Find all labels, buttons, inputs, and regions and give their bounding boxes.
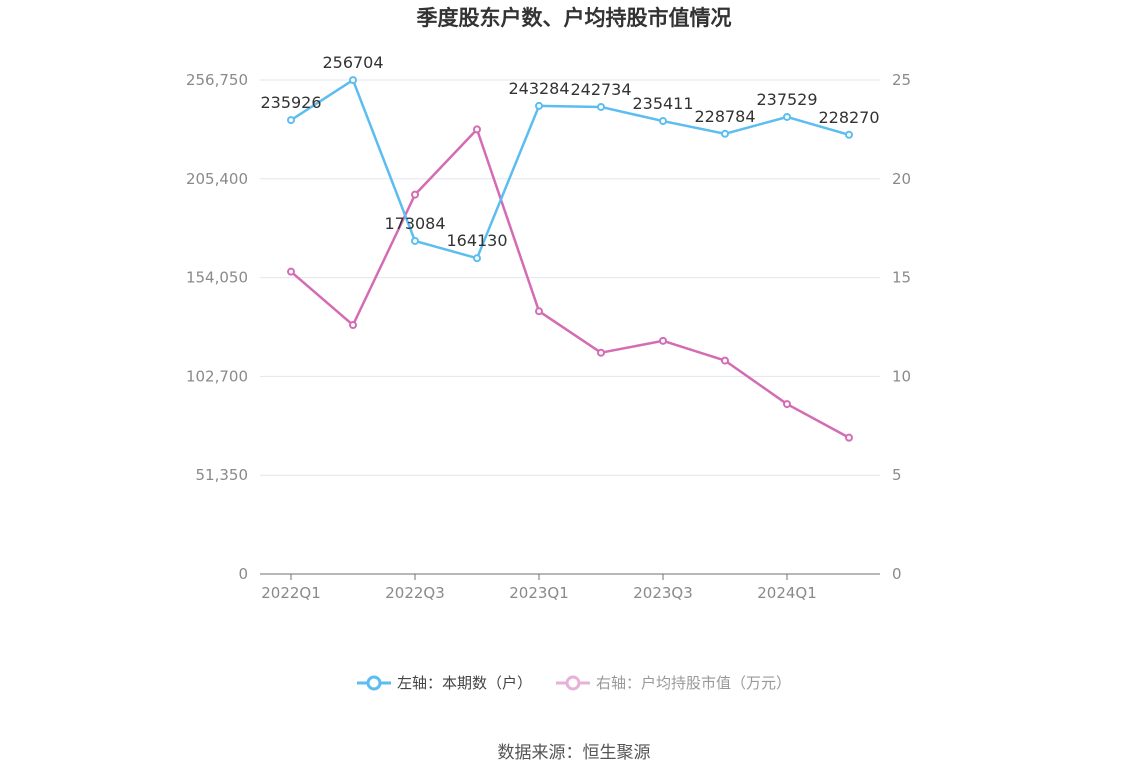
data-point-avg-holding-value <box>783 400 791 409</box>
y-right-tick-label: 15 <box>892 269 911 287</box>
chart-title: 季度股东户数、户均持股市值情况 <box>416 6 732 30</box>
grid-lines <box>260 79 880 476</box>
data-point-shareholders <box>721 129 729 138</box>
y-right-tick-label: 5 <box>892 466 902 484</box>
data-point-shareholders <box>287 116 295 125</box>
y-left-tick-label: 102,700 <box>186 367 248 385</box>
data-label: 235926 <box>260 93 321 112</box>
data-label: 242734 <box>570 80 631 99</box>
legend: 左轴：本期数（户） 右轴：户均持股市值（万元） <box>0 672 1148 693</box>
legend-label-left: 左轴：本期数（户） <box>396 674 532 692</box>
y-left-tick-label: 0 <box>238 565 248 583</box>
data-label: 237529 <box>756 90 817 109</box>
axes: 0 0 51,350 5 102,700 10 154,050 15 205,400 20 256,… <box>186 71 911 602</box>
data-label: 228270 <box>818 108 879 127</box>
legend-label-right: 右轴：户均持股市值（万元） <box>596 674 792 692</box>
y-left-tick-label: 256,750 <box>186 71 248 89</box>
source-note: 数据来源：恒生聚源 <box>497 743 651 763</box>
data-point-shareholders <box>535 101 543 110</box>
data-label: 228784 <box>694 107 755 126</box>
series-lines <box>287 76 853 442</box>
x-tick-label: 2023Q1 <box>509 584 569 602</box>
data-point-avg-holding-value <box>287 267 295 276</box>
data-point-shareholders <box>473 254 481 263</box>
x-tick-label: 2022Q3 <box>385 584 445 602</box>
data-label: 173084 <box>384 214 445 233</box>
x-tick-label: 2024Q1 <box>757 584 817 602</box>
series-line-shareholders <box>290 78 850 260</box>
y-left-tick-label: 205,400 <box>186 170 248 188</box>
data-point-avg-holding-value <box>659 336 667 345</box>
y-right-tick-label: 25 <box>892 71 911 89</box>
data-point-shareholders <box>411 236 419 245</box>
series-line-avg-holding-value <box>290 128 850 439</box>
legend-item-right-axis-series[interactable]: 右轴：户均持股市值（万元） <box>556 672 791 693</box>
legend-item-left-axis-series[interactable]: 左轴：本期数（户） <box>356 672 532 693</box>
data-point-avg-holding-value <box>597 348 605 357</box>
y-right-tick-label: 0 <box>892 565 902 583</box>
legend-line-circle-icon <box>556 675 590 690</box>
data-point-avg-holding-value <box>845 433 853 442</box>
data-point-shareholders <box>597 102 605 111</box>
data-point-avg-holding-value <box>535 307 543 316</box>
x-tick-label: 2023Q3 <box>633 584 693 602</box>
y-right-tick-label: 20 <box>892 170 911 188</box>
y-right-tick-label: 10 <box>892 367 911 385</box>
data-point-shareholders <box>783 112 791 121</box>
data-point-avg-holding-value <box>473 125 481 134</box>
data-point-avg-holding-value <box>349 321 357 330</box>
data-label: 235411 <box>632 94 693 113</box>
data-point-avg-holding-value <box>411 190 419 199</box>
data-label: 164130 <box>446 231 507 250</box>
legend-line-circle-icon <box>356 675 391 690</box>
data-point-shareholders <box>659 117 667 126</box>
y-left-tick-label: 154,050 <box>186 269 248 287</box>
data-label: 243284 <box>508 79 569 98</box>
data-point-shareholders <box>845 130 853 139</box>
data-point-shareholders <box>349 76 357 85</box>
data-point-avg-holding-value <box>721 356 729 365</box>
x-tick-label: 2022Q1 <box>261 584 321 602</box>
data-label: 256704 <box>322 53 383 72</box>
y-left-tick-label: 51,350 <box>196 466 249 484</box>
